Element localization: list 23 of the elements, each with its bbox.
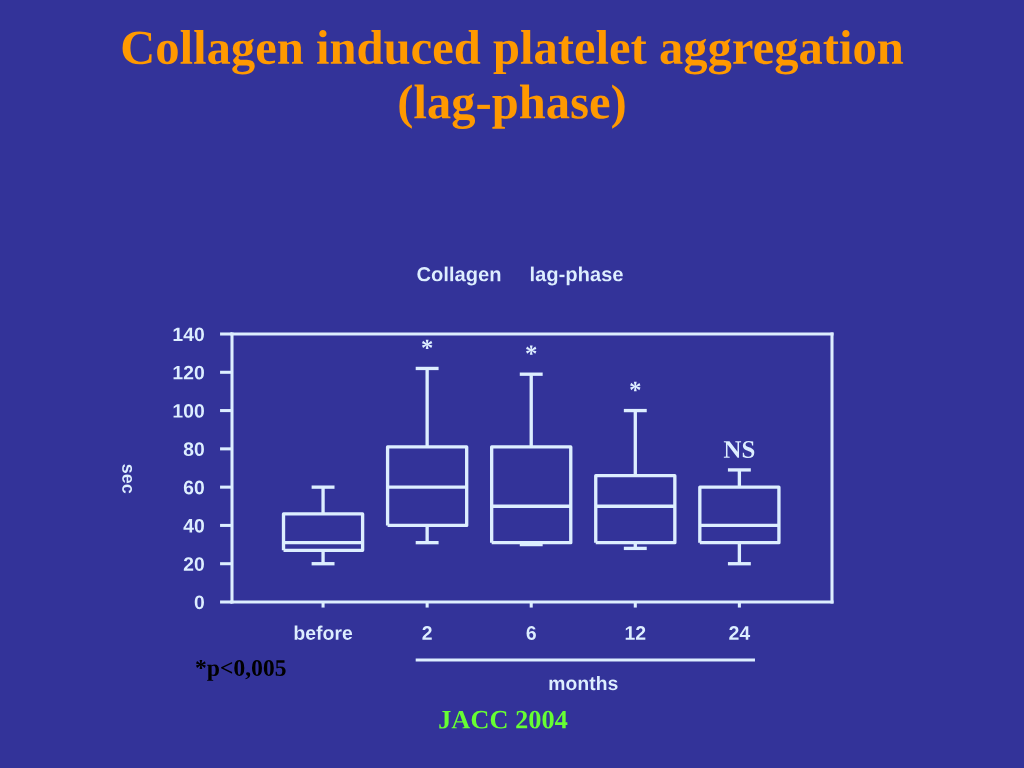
y-tick-label: 40 [183,518,204,533]
x-axis-title: months [549,675,618,691]
annotation: NS [723,441,755,458]
y-tick-label: 140 [173,327,204,342]
x-tick-label: 6 [526,626,536,640]
text: *p<0,005 [195,659,286,681]
annotation: * [630,381,641,392]
x-tick-label: 12 [625,626,646,640]
y-tick-label: 0 [194,595,204,610]
y-axis-title: sec [122,464,133,494]
text: JACC 2004 [439,710,568,729]
x-tick-label: 2 [422,626,432,640]
y-tick-label: 100 [173,404,204,418]
annotation: * [421,339,433,350]
y-tick-label: 20 [183,557,204,571]
x-tick-label: before [294,625,353,640]
y-tick-label: 120 [173,365,204,380]
x-tick-label: 24 [729,626,751,640]
y-tick-label: 60 [183,480,204,495]
y-tick-label: 80 [183,442,204,457]
chart-title: Collagen induced platelet aggregation (lag-phase) [122,30,904,130]
chart-subtitle: Collagen lag-phase [417,266,623,286]
annotation: * [526,345,537,355]
